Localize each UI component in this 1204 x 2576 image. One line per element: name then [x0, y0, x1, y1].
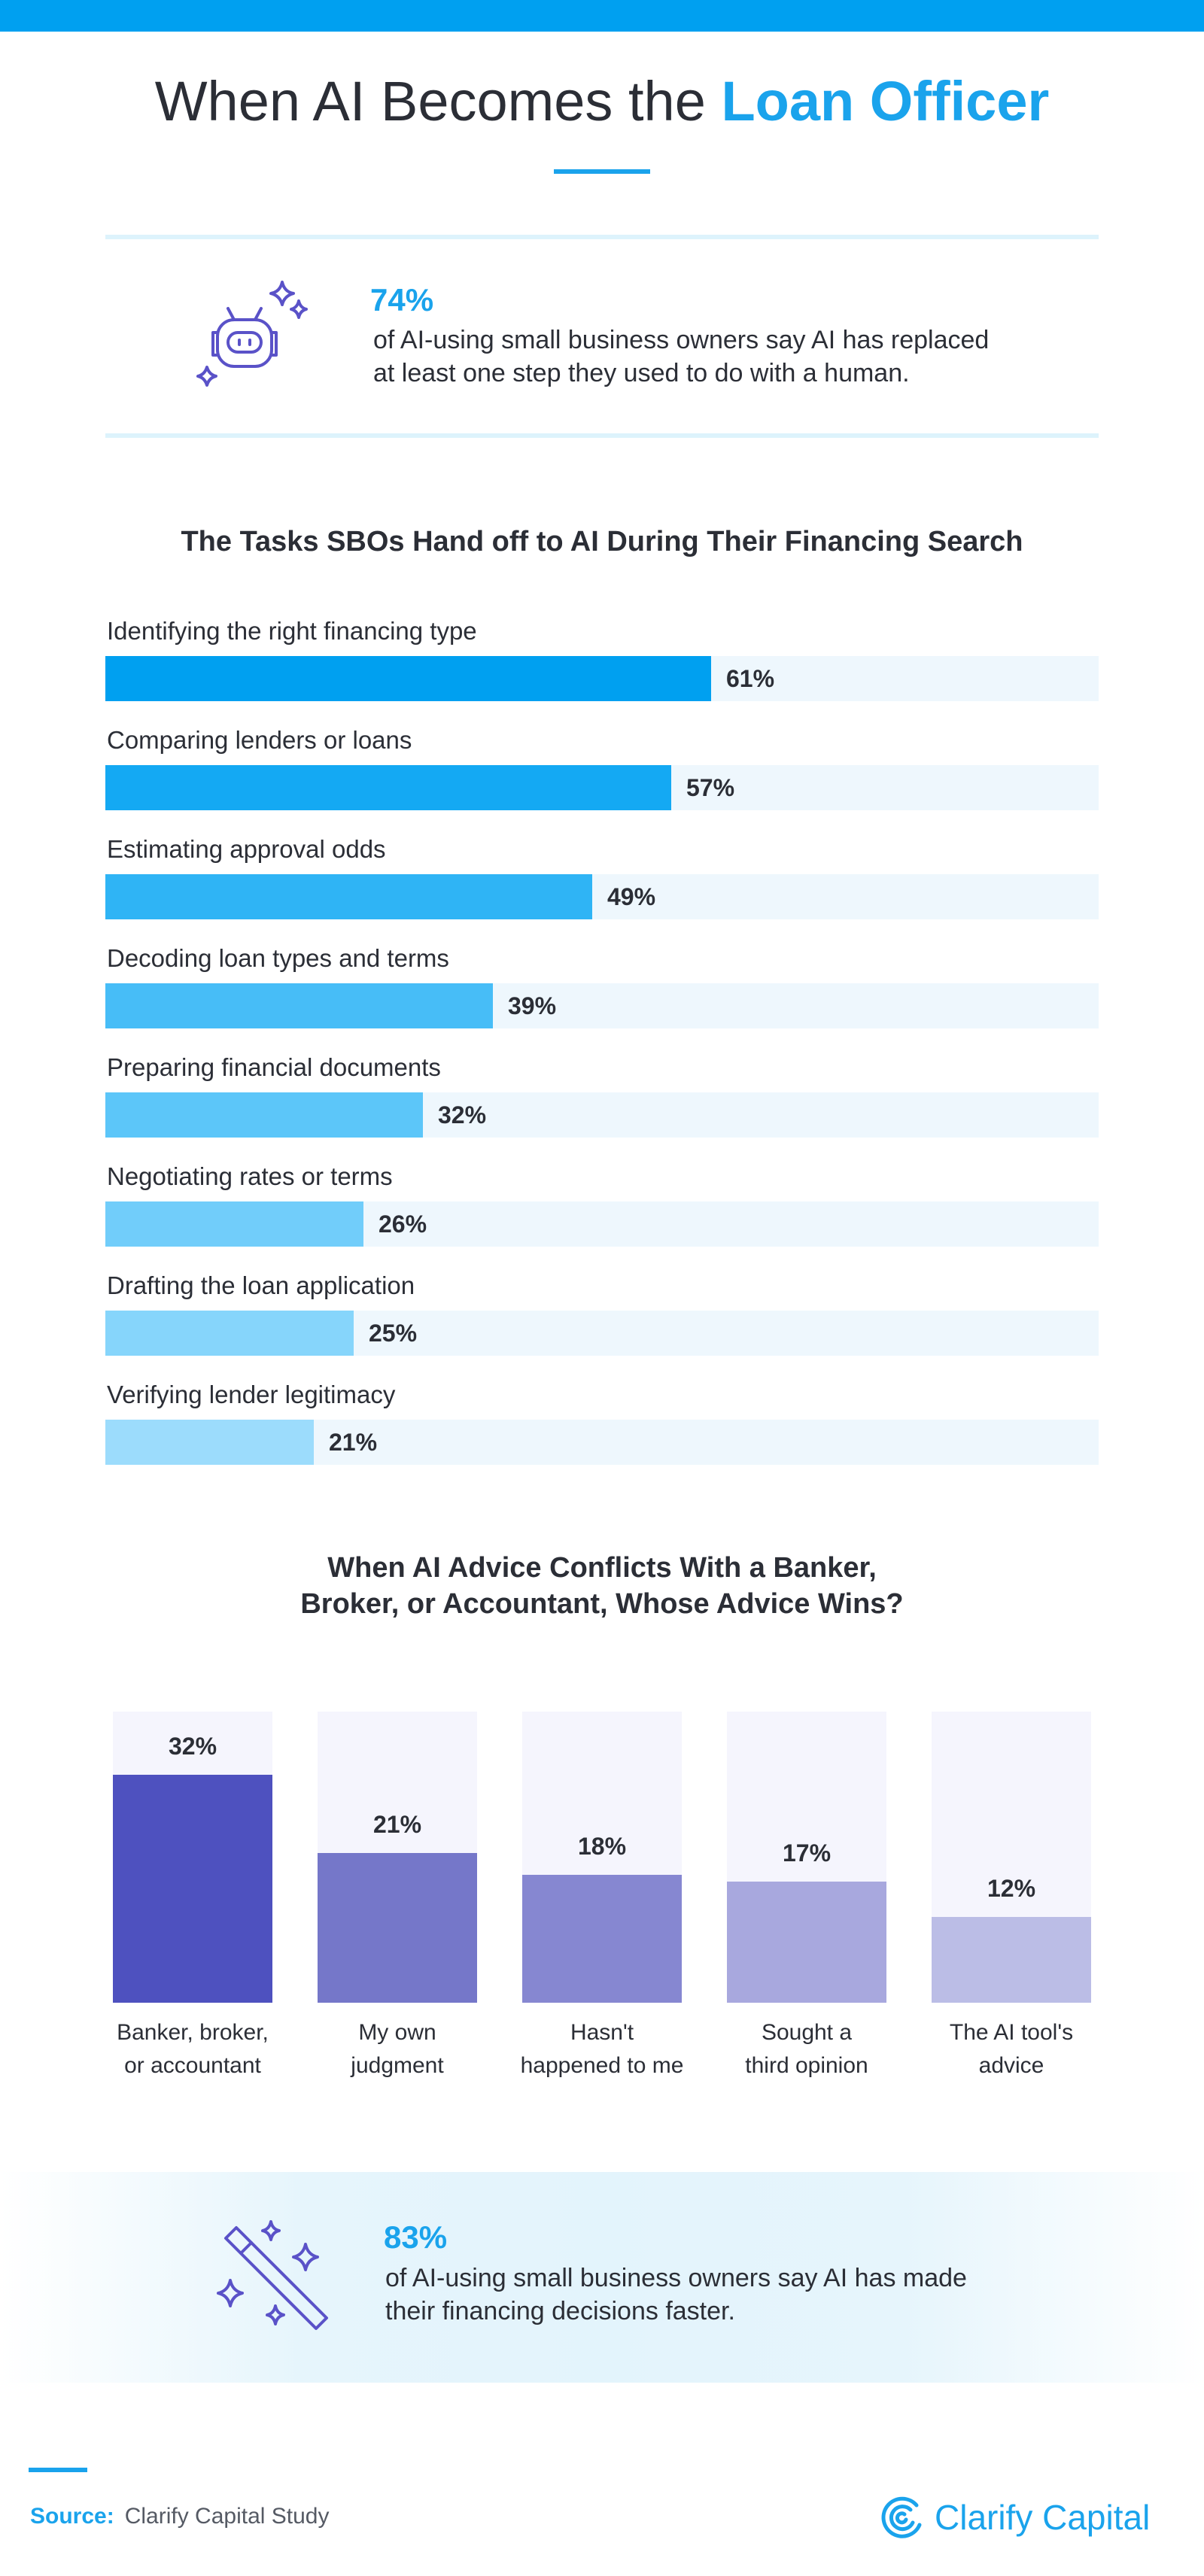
advice-column-track: [318, 1712, 477, 2003]
task-bar: [105, 1201, 363, 1247]
advice-chart-title: When AI Advice Conflicts With a Banker, …: [0, 1550, 1204, 1622]
task-bar-value: 57%: [686, 774, 735, 801]
brand-logo: Clarify Capital: [880, 2495, 1150, 2540]
advice-column-track: [113, 1712, 272, 2003]
advice-column-label-line: third opinion: [745, 2053, 868, 2078]
advice-column-label-line: The AI tool's: [949, 2020, 1074, 2045]
task-bar-track: 49%: [105, 874, 1099, 919]
advice-column-track: [522, 1712, 682, 2003]
clarify-capital-logo-icon: [881, 2496, 922, 2538]
task-label: Estimating approval odds: [107, 835, 386, 863]
page-title: When AI Becomes the Loan Officer: [0, 69, 1204, 133]
stat-bottom-value: 83%: [384, 2219, 448, 2255]
task-label: Comparing lenders or loans: [107, 726, 412, 754]
advice-column-bar: [318, 1853, 477, 2003]
advice-chart-title-line-1: When AI Advice Conflicts With a Banker,: [327, 1552, 877, 1584]
top-accent-bar: [0, 0, 1204, 32]
stat-top-text: of AI-using small business owners say AI…: [373, 324, 989, 390]
advice-column-label-line: or accountant: [124, 2053, 261, 2078]
task-bar-track: 25%: [105, 1311, 1099, 1356]
advice-column-track: [727, 1712, 886, 2003]
source-text: Clarify Capital Study: [124, 2504, 330, 2529]
advice-column-label-line: advice: [978, 2053, 1044, 2078]
advice-column-label-line: Banker, broker,: [117, 2020, 269, 2045]
task-bar-track: 21%: [105, 1420, 1099, 1465]
stat-bottom-panel: [0, 2172, 1204, 2383]
task-label: Negotiating rates or terms: [107, 1162, 393, 1190]
task-bar: [105, 1311, 354, 1356]
advice-column-label-line: judgment: [351, 2053, 444, 2078]
advice-chart-title-line-2: Broker, or Accountant, Whose Advice Wins…: [300, 1588, 904, 1620]
task-bar-value: 26%: [379, 1211, 427, 1238]
title-plain: When AI Becomes the: [154, 70, 706, 132]
brand-name: Clarify Capital: [935, 2498, 1151, 2537]
advice-column-value: 21%: [372, 1811, 422, 1838]
magic-wand-sparkles-icon: [217, 2220, 328, 2330]
advice-column-bar: [522, 1875, 682, 2003]
advice-column-label: The AI tool's advice: [914, 2016, 1109, 2082]
task-bar: [105, 874, 592, 919]
task-bar-value: 32%: [438, 1101, 487, 1129]
advice-column-label-line: My own: [358, 2020, 436, 2045]
advice-column-label: Sought a third opinion: [709, 2016, 905, 2082]
advice-column-label-line: Hasn't: [570, 2020, 634, 2045]
task-label: Preparing financial documents: [107, 1053, 441, 1081]
stat-top-line-2: at least one step they used to do with a…: [373, 359, 910, 387]
source-credit: Source: Clarify Capital Study: [30, 2504, 329, 2529]
advice-column-label: Banker, broker, or accountant: [95, 2016, 290, 2082]
advice-column-bar: [727, 1882, 886, 2003]
advice-column-value: 17%: [782, 1839, 832, 1867]
task-bar-track: 32%: [105, 1092, 1099, 1138]
task-label: Decoding loan types and terms: [107, 944, 449, 972]
task-bar-track: 61%: [105, 656, 1099, 701]
task-bar-track: 57%: [105, 765, 1099, 810]
task-bar: [105, 1092, 423, 1138]
stat-top-rule-lower: [105, 433, 1099, 438]
advice-column-label-line: happened to me: [520, 2053, 684, 2078]
advice-column-value: 18%: [577, 1833, 627, 1860]
task-bar: [105, 1420, 314, 1465]
tasks-chart-title: The Tasks SBOs Hand off to AI During The…: [181, 526, 1023, 557]
stat-top-rule-upper: [105, 235, 1099, 239]
task-bar-value: 49%: [607, 883, 656, 910]
task-bar-track: 39%: [105, 983, 1099, 1028]
source-label: Source:: [30, 2504, 114, 2529]
task-bar-value: 39%: [508, 992, 557, 1019]
advice-column-label-line: Sought a: [761, 2020, 853, 2045]
task-bar: [105, 983, 493, 1028]
title-accent: Loan Officer: [721, 70, 1050, 132]
stat-top-line-1: of AI-using small business owners say AI…: [373, 326, 990, 354]
advice-column-value: 32%: [168, 1733, 217, 1760]
advice-column-label: My own judgment: [299, 2016, 495, 2082]
task-bar-value: 25%: [369, 1320, 418, 1347]
task-label: Verifying lender legitimacy: [107, 1381, 396, 1408]
footer-accent-rule: [29, 2468, 87, 2472]
task-label: Drafting the loan application: [107, 1271, 415, 1299]
title-underline: [554, 169, 650, 174]
task-bar-value: 21%: [329, 1429, 378, 1456]
task-bar: [105, 765, 671, 810]
task-label: Identifying the right financing type: [107, 617, 477, 645]
stat-bottom-line-1: of AI-using small business owners say AI…: [385, 2264, 967, 2292]
advice-column-bar: [932, 1917, 1091, 2003]
advice-column-track: [932, 1712, 1091, 2003]
advice-column-value: 12%: [987, 1875, 1036, 1902]
task-bar-track: 26%: [105, 1201, 1099, 1247]
task-bar-value: 61%: [726, 665, 775, 692]
stat-top-value: 74%: [370, 282, 434, 317]
advice-column-bar: [113, 1775, 272, 2003]
robot-head-sparkles-icon: [196, 281, 308, 387]
advice-column-label: Hasn't happened to me: [504, 2016, 700, 2082]
stat-bottom-line-2: their financing decisions faster.: [385, 2297, 735, 2325]
stat-bottom-text: of AI-using small business owners say AI…: [385, 2262, 967, 2328]
task-bar: [105, 656, 711, 701]
